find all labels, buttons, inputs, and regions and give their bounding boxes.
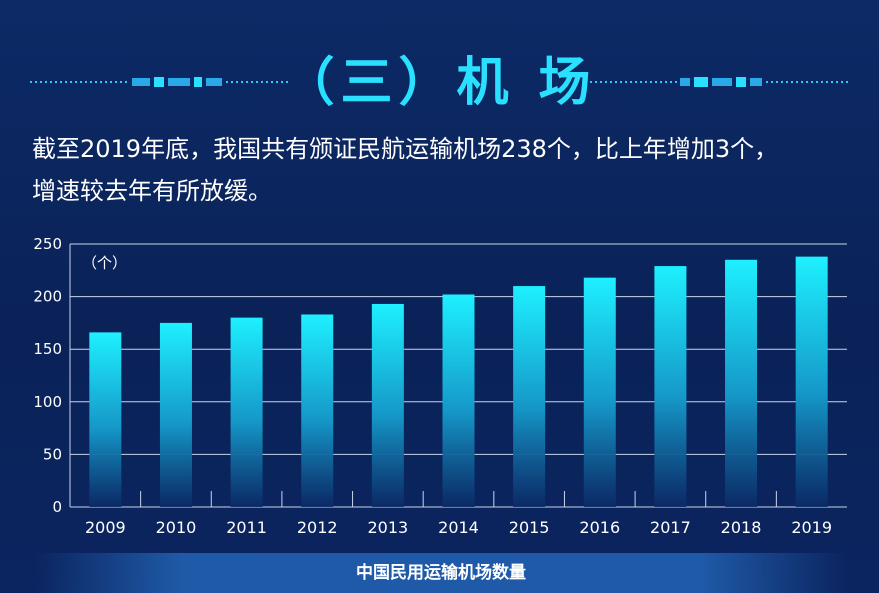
x-tick-label: 2014 [438,518,479,537]
y-tick-label: 250 [33,235,62,253]
x-tick-label: 2017 [650,518,691,537]
x-tick-label: 2010 [156,518,197,537]
bar-chart: 0 50 100 150 200 250 2009 2010 2011 2012 2013 2014… [33,235,847,537]
y-tick-label: 150 [33,340,62,358]
bars [89,256,828,507]
title-decoration-left [30,77,290,87]
x-tick-label: 2015 [509,518,550,537]
y-tick-label: 50 [43,445,62,463]
intro-line-2: 增速较去年有所放缓。 [32,177,272,205]
bar-2018 [725,259,758,507]
chart-caption-band: 中国民用运输机场数量 [36,553,846,593]
y-tick-label: 0 [52,498,62,516]
x-tick-label: 2013 [368,518,409,537]
title-row: （三）机 场 [0,48,879,118]
x-axis-ticks: 2009 2010 2011 2012 2013 2014 2015 2016 2017 2018… [85,518,832,537]
page-title: （三）机 场 [282,53,597,113]
bar-2010 [159,322,192,507]
y-axis-unit-label: （个） [82,254,127,272]
x-tick-label: 2016 [579,518,620,537]
bar-2013 [371,303,404,507]
bar-2014 [442,294,475,507]
bar-2017 [654,266,687,507]
intro-line-1: 截至2019年底，我国共有颁证民航运输机场238个，比上年增加3个， [32,135,779,163]
bar-2019 [795,256,828,507]
bar-2009 [89,332,122,507]
x-tick-label: 2011 [226,518,267,537]
y-tick-label: 100 [33,393,62,411]
x-tick-label: 2019 [791,518,832,537]
title-decoration-right [590,77,850,87]
y-tick-label: 200 [33,288,62,306]
bar-2011 [230,317,263,507]
x-tick-label: 2009 [85,518,126,537]
bar-2015 [513,286,546,507]
chart-caption: 中国民用运输机场数量 [356,563,526,583]
x-tick-label: 2012 [297,518,338,537]
bar-2012 [301,314,334,507]
intro-paragraph: 截至2019年底，我国共有颁证民航运输机场238个，比上年增加3个， 增速较去年… [32,128,862,212]
bar-2016 [583,277,616,507]
y-axis-ticks: 0 50 100 150 200 250 [33,235,62,516]
x-tick-label: 2018 [721,518,762,537]
